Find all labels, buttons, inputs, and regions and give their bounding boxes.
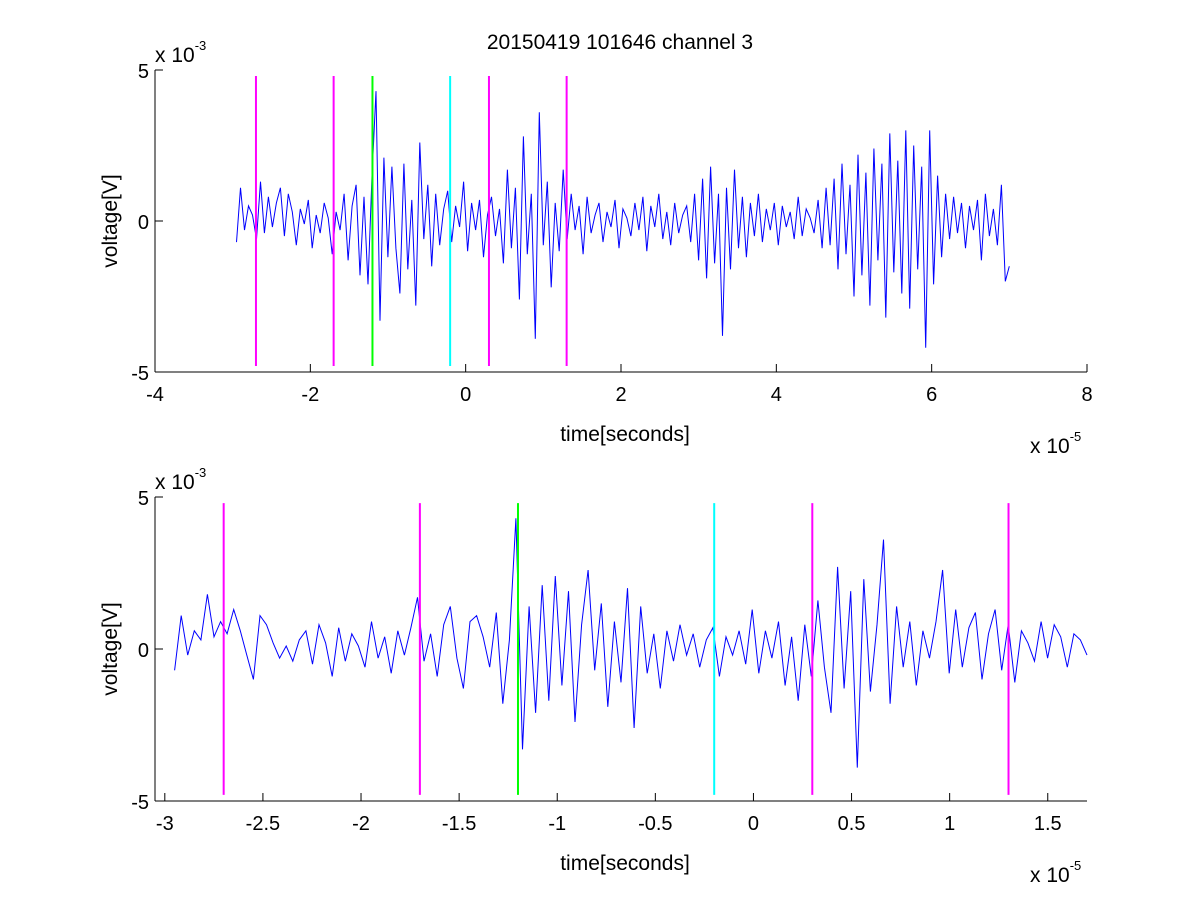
top-signal-line-0	[236, 91, 1010, 348]
bottom-ylabel: voltage[V]	[99, 602, 122, 695]
top-x-multiplier: x 10-5	[1030, 429, 1081, 458]
top-x-tick-label: 2	[615, 384, 626, 406]
bottom-y-multiplier: x 10-3	[155, 465, 206, 494]
top-plot-area	[236, 76, 1010, 366]
bottom-y-tick-label: 5	[138, 488, 149, 510]
top-xlabel: time[seconds]	[560, 423, 690, 446]
bottom-y-tick-label: 0	[138, 640, 149, 662]
bottom-x-tick-label: -2.5	[246, 813, 280, 835]
bottom-xlabel: time[seconds]	[560, 852, 690, 875]
top-axes: -4 -2 0 2 4 6 8 -5 0 5 time[seconds] voltage[V] x…	[99, 38, 1093, 458]
top-y-tick-label: 0	[138, 212, 149, 234]
bottom-x-tick-label: 0.5	[838, 813, 866, 835]
figure-title: 20150419 101646 channel 3	[487, 31, 753, 54]
top-x-tick-label: -2	[301, 384, 319, 406]
top-ticks: -4 -2 0 2 4 6 8 -5 0 5	[131, 61, 1092, 406]
bottom-plot-area	[174, 503, 1088, 795]
top-y-tick-label: -5	[131, 363, 149, 385]
bottom-signal-line-0	[174, 518, 1088, 768]
top-x-tick-label: 6	[926, 384, 937, 406]
top-x-tick-label: -4	[146, 384, 164, 406]
bottom-x-multiplier-base: x 10	[1030, 864, 1070, 887]
top-ylabel: voltage[V]	[99, 174, 122, 267]
top-y-multiplier-base: x 10	[155, 44, 195, 67]
bottom-x-tick-label: 1	[944, 813, 955, 835]
top-x-multiplier-exponent: -5	[1070, 429, 1082, 444]
bottom-x-tick-label: -2	[352, 813, 370, 835]
bottom-y-multiplier-exponent: -3	[195, 465, 207, 480]
top-x-tick-label: 8	[1081, 384, 1092, 406]
bottom-x-multiplier-exponent: -5	[1070, 858, 1082, 873]
bottom-x-tick-label: 0	[748, 813, 759, 835]
bottom-x-tick-label: -1	[548, 813, 566, 835]
bottom-x-tick-label: -3	[156, 813, 174, 835]
top-x-tick-label: 0	[460, 384, 471, 406]
bottom-x-tick-label: 1.5	[1034, 813, 1062, 835]
top-y-tick-label: 5	[138, 61, 149, 83]
bottom-x-tick-label: -0.5	[638, 813, 672, 835]
bottom-axes: -3 -2.5 -2 -1.5 -1 -0.5 0 0.5 1 1.5 -5 0 5 time[seco…	[99, 465, 1088, 887]
bottom-x-multiplier: x 10-5	[1030, 858, 1081, 887]
top-y-multiplier-exponent: -3	[195, 38, 207, 53]
bottom-y-multiplier-base: x 10	[155, 471, 195, 494]
top-axis-lines	[154, 70, 1087, 373]
bottom-ticks: -3 -2.5 -2 -1.5 -1 -0.5 0 0.5 1 1.5 -5 0 5	[131, 488, 1061, 835]
top-y-multiplier: x 10-3	[155, 38, 206, 67]
bottom-y-tick-label: -5	[131, 792, 149, 814]
bottom-x-tick-label: -1.5	[442, 813, 476, 835]
top-x-tick-label: 4	[771, 384, 782, 406]
top-x-multiplier-base: x 10	[1030, 435, 1070, 458]
